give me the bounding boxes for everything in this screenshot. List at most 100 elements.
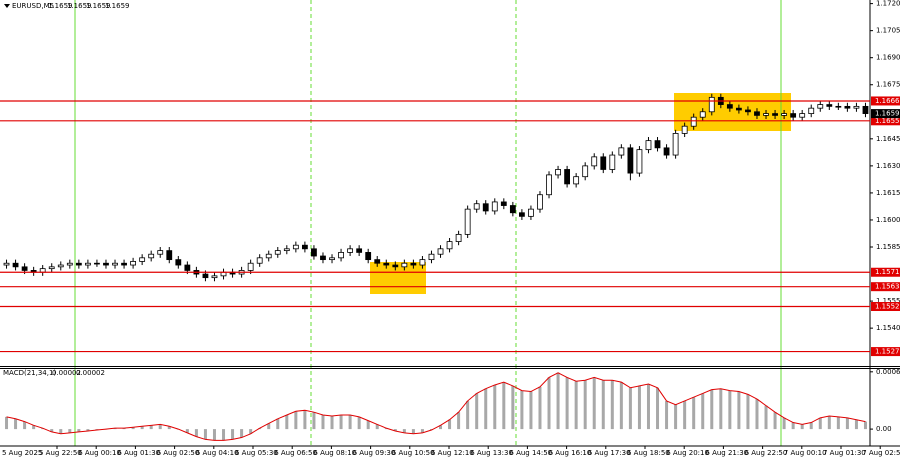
candle-body	[112, 262, 118, 266]
candle-body	[256, 257, 263, 264]
candle-body	[573, 176, 580, 185]
candle-body	[509, 205, 516, 214]
macd-bar	[50, 429, 54, 432]
macd-bar	[185, 429, 189, 433]
y-tick-label: 1.1675	[876, 81, 900, 89]
macd-bar	[249, 429, 253, 434]
candle-body	[428, 253, 435, 261]
macd-bar	[140, 426, 144, 430]
x-tick-label: 6 Aug 14:50	[509, 449, 552, 457]
candle-body	[681, 125, 688, 134]
macd-bar	[493, 384, 497, 430]
x-tick-label: 6 Aug 08:10	[313, 449, 356, 457]
x-tick-label: 6 Aug 18:50	[627, 449, 670, 457]
highlight-box	[370, 262, 426, 294]
candle-body	[365, 252, 372, 261]
level-tag	[871, 267, 900, 277]
candle-body	[482, 203, 489, 212]
indicator-name: MACD(21,34,1)	[3, 369, 56, 377]
candle-body	[12, 262, 19, 268]
macd-bar	[755, 399, 759, 430]
y-tick-label: 1.1600	[876, 216, 900, 224]
quote-value: 1.1659	[86, 2, 111, 10]
macd-bar	[14, 418, 18, 430]
x-tick-label: 6 Aug 13:30	[470, 449, 513, 457]
macd-bar	[674, 404, 678, 430]
candle-body	[75, 262, 82, 266]
macd-bar	[32, 425, 36, 430]
macd-bar	[800, 424, 804, 430]
macd-bar	[592, 377, 596, 430]
candle-body	[772, 113, 778, 116]
candle-body	[835, 105, 842, 108]
macd-bar	[520, 390, 524, 430]
level-label: 1.1527	[875, 348, 900, 356]
symbol: EURUSD,M5	[12, 2, 54, 10]
candle-body	[148, 253, 155, 259]
macd-bar	[86, 429, 90, 431]
level-label: 1.1552	[875, 303, 900, 311]
candle-body	[139, 257, 146, 262]
x-tick-label: 6 Aug 02:50	[157, 449, 200, 457]
candle-body	[57, 264, 64, 268]
macd-bar	[827, 415, 831, 430]
macd-bar	[565, 377, 569, 430]
candle-body	[862, 105, 869, 114]
macd-line	[6, 372, 866, 441]
candle-body	[690, 116, 697, 127]
y-tick-label: 1.1555	[876, 297, 900, 305]
macd-bar	[231, 429, 235, 440]
x-tick-label: 6 Aug 17:30	[588, 449, 631, 457]
macd-bar	[646, 384, 650, 430]
candle-body	[103, 262, 109, 266]
macd-bar	[466, 400, 470, 430]
candle-body	[383, 262, 390, 266]
x-tick-label: 5 Aug 2025	[2, 449, 42, 457]
macd-bar	[502, 382, 506, 430]
candle-body	[274, 250, 281, 255]
y-tick-label: 0.00	[876, 425, 892, 433]
macd-bar	[583, 380, 587, 430]
candle-body	[455, 233, 462, 242]
candle-body	[754, 111, 760, 116]
candle-body	[247, 262, 254, 271]
candle-body	[555, 169, 561, 176]
indicator-value: 0.00002	[76, 369, 105, 377]
level-label: 1.1655	[875, 117, 900, 125]
candle-body	[283, 248, 290, 252]
candle-body	[130, 261, 137, 266]
candle-body	[311, 248, 317, 257]
x-tick-label: 6 Aug 21:30	[705, 449, 748, 457]
candle-body	[564, 169, 571, 185]
candle-body	[537, 194, 543, 210]
menu-arrow[interactable]	[4, 4, 10, 8]
candle-body	[491, 201, 498, 212]
macd-bar	[411, 429, 415, 434]
macd-bar	[23, 421, 27, 430]
candle-body	[320, 255, 326, 261]
level-tag	[871, 302, 900, 312]
x-tick-label: 6 Aug 06:50	[274, 449, 317, 457]
y-tick-label: 1.1645	[876, 135, 900, 143]
macd-bar	[439, 425, 443, 430]
macd-bar	[547, 377, 551, 430]
macd-bar	[68, 429, 72, 433]
x-tick-label: 7 Aug 02:50	[862, 449, 900, 457]
macd-bar	[601, 380, 605, 430]
y-tick-label: 1.1540	[876, 324, 900, 332]
candle-body	[446, 241, 453, 250]
macd-bar	[59, 429, 63, 434]
macd-bar	[375, 424, 379, 430]
macd-bar	[149, 425, 153, 430]
quote-value: 1.1659	[105, 2, 130, 10]
candle-body	[654, 140, 661, 149]
candle-body	[699, 111, 706, 118]
macd-bar	[158, 424, 162, 430]
candle-body	[347, 248, 354, 253]
candle-body	[645, 140, 652, 151]
macd-bar	[854, 419, 858, 430]
level-label: 1.1571	[875, 268, 900, 276]
x-tick-label: 6 Aug 01:30	[117, 449, 160, 457]
macd-bar	[538, 386, 542, 430]
